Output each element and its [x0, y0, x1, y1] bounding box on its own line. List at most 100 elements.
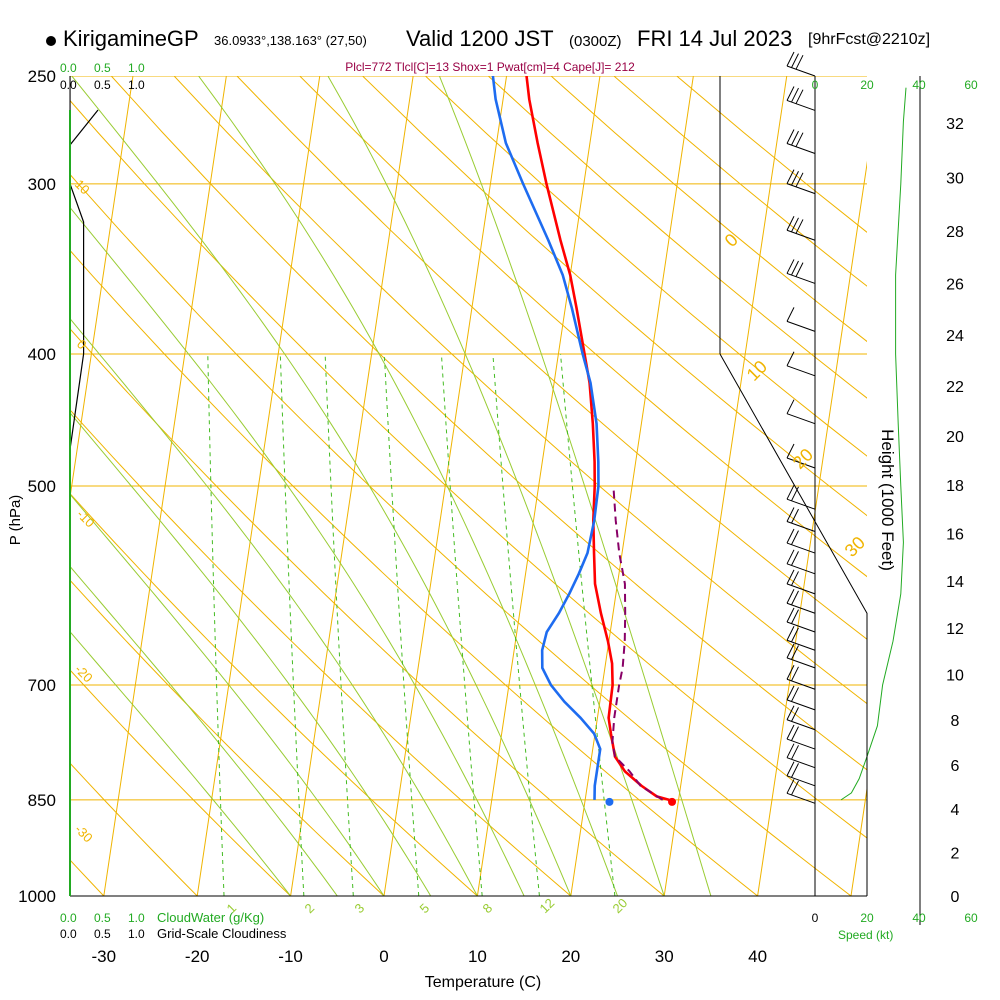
cloud-axis-tick-label: 0.5: [94, 78, 111, 92]
speed-tick-label-bottom: 20: [860, 911, 874, 925]
wind-barb-flag: [786, 307, 795, 322]
wind-barb-flag: [786, 761, 795, 777]
wind-barb-flag: [791, 486, 799, 502]
station-name: KirigamineGP: [63, 26, 199, 51]
speed-tick-label-bottom: 60: [964, 911, 978, 925]
dry-adiabat-line: [487, 76, 867, 399]
mixing-ratio-label: 2: [302, 900, 318, 916]
speed-tick-label-top: 60: [964, 78, 978, 92]
wind-barb-flag: [786, 569, 795, 585]
wind-barb-shaft: [786, 757, 816, 769]
cloudwater-label: CloudWater (g/Kg): [157, 910, 264, 925]
dry-adiabat-label: 0: [74, 337, 90, 353]
dry-adiabat-line: [362, 76, 867, 517]
wind-barb-flag: [791, 687, 799, 702]
wind-barb: [786, 665, 816, 690]
dry-adiabat-label: -20: [72, 662, 96, 686]
wind-barb-flag: [786, 528, 795, 544]
speed-tick-label-top: 40: [912, 78, 926, 92]
moist-adiabat-label: 30: [841, 533, 869, 561]
dry-adiabat-line: [236, 76, 867, 640]
dry-adiabat-line: [550, 76, 867, 343]
wind-barb: [786, 625, 816, 651]
isotherm-line: [196, 76, 321, 896]
wind-barb: [786, 761, 816, 787]
wind-barb-flag: [786, 259, 795, 274]
wind-barb-shaft: [786, 678, 816, 690]
temperature-tick-label: 30: [655, 947, 674, 966]
mixing-ratio-line: [324, 353, 354, 896]
dry-adiabat-line: [70, 579, 385, 896]
wind-barb-shaft: [786, 65, 816, 77]
cloud-axis-tick-label: 1.0: [128, 78, 145, 92]
wind-barb: [786, 215, 816, 241]
cloud-axis-tick-label: 0.5: [94, 61, 111, 75]
pressure-tick-label: 400: [28, 345, 56, 364]
wind-barb-flag: [791, 87, 799, 103]
isotherm-line: [70, 76, 134, 501]
dry-adiabat-line: [70, 328, 665, 896]
mixing-ratio-line: [279, 353, 305, 896]
speed-tick-label-bottom: 0: [812, 911, 819, 925]
dry-adiabat-line: [110, 76, 867, 771]
mixing-ratio-label: 12: [537, 895, 558, 916]
wind-barb-shaft: [786, 457, 816, 469]
wind-barb-flag: [786, 643, 795, 659]
parcel-profile: [611, 485, 664, 801]
moist-adiabat-line: [70, 206, 525, 896]
height-tick-label: 24: [946, 328, 964, 345]
wind-barb-shaft: [786, 542, 816, 554]
wind-barb-flag: [791, 130, 799, 146]
wind-barb-flag: [791, 260, 799, 276]
height-tick-label: 18: [946, 478, 964, 495]
moist-adiabat-line: [327, 76, 665, 896]
dewpoint-surface-point: [605, 797, 614, 806]
mixing-ratio-line: [440, 353, 483, 896]
height-tick-label: 10: [946, 667, 964, 684]
wind-barb: [786, 743, 816, 769]
wind-barb-flag: [786, 129, 795, 144]
height-axis-title: Height (1000 Feet): [878, 429, 897, 571]
height-tick-label: 26: [946, 276, 964, 293]
wind-barb-flag: [786, 607, 795, 623]
mixing-ratio-label: 3: [352, 900, 368, 916]
wind-barb-flag: [791, 551, 799, 566]
wind-barb-flag: [786, 549, 795, 565]
dry-adiabat-line: [70, 409, 572, 896]
dry-adiabat-line: [299, 76, 867, 578]
wind-barb-shaft: [786, 563, 816, 575]
wind-barb-flag: [795, 262, 804, 277]
wind-barb-shaft: [786, 521, 816, 532]
wind-barb: [786, 86, 816, 111]
valid-date: FRI 14 Jul 2023: [637, 26, 793, 51]
wind-barb-flag: [791, 726, 799, 741]
wind-barb-flag: [786, 484, 795, 500]
mixing-ratio-line: [207, 353, 225, 896]
dry-adiabat-line: [70, 173, 852, 896]
wind-barb-flag: [791, 609, 799, 624]
wind-barb-flag: [786, 215, 795, 231]
wind-barb-shaft: [786, 229, 816, 241]
pressure-tick-label: 700: [28, 676, 56, 695]
plot-right-slant: [719, 353, 868, 896]
wind-barb-flag: [795, 132, 804, 147]
height-tick-label: 8: [951, 713, 960, 730]
temperature-tick-label: 20: [561, 947, 580, 966]
mixing-ratio-label: 8: [480, 900, 496, 916]
cloud-axis-tick-label: 0.5: [94, 927, 111, 941]
isotherm-line: [103, 76, 227, 896]
pressure-tick-label: 300: [28, 175, 56, 194]
pressure-tick-label: 850: [28, 791, 56, 810]
isotherm-line: [757, 160, 867, 896]
pressure-tick-label: 500: [28, 477, 56, 496]
cloud-axis-tick-label: 0.0: [60, 927, 77, 941]
wind-barb-flag: [786, 169, 795, 184]
wind-barb: [786, 685, 816, 711]
wind-barb-flag: [795, 172, 804, 188]
mixing-ratio-line: [492, 353, 540, 896]
wind-barb-shaft: [786, 719, 816, 731]
wind-barb-flag: [795, 219, 804, 234]
wind-barb-flag: [786, 399, 795, 414]
height-tick-label: 22: [946, 379, 964, 396]
wind-barb-shaft: [786, 413, 816, 425]
